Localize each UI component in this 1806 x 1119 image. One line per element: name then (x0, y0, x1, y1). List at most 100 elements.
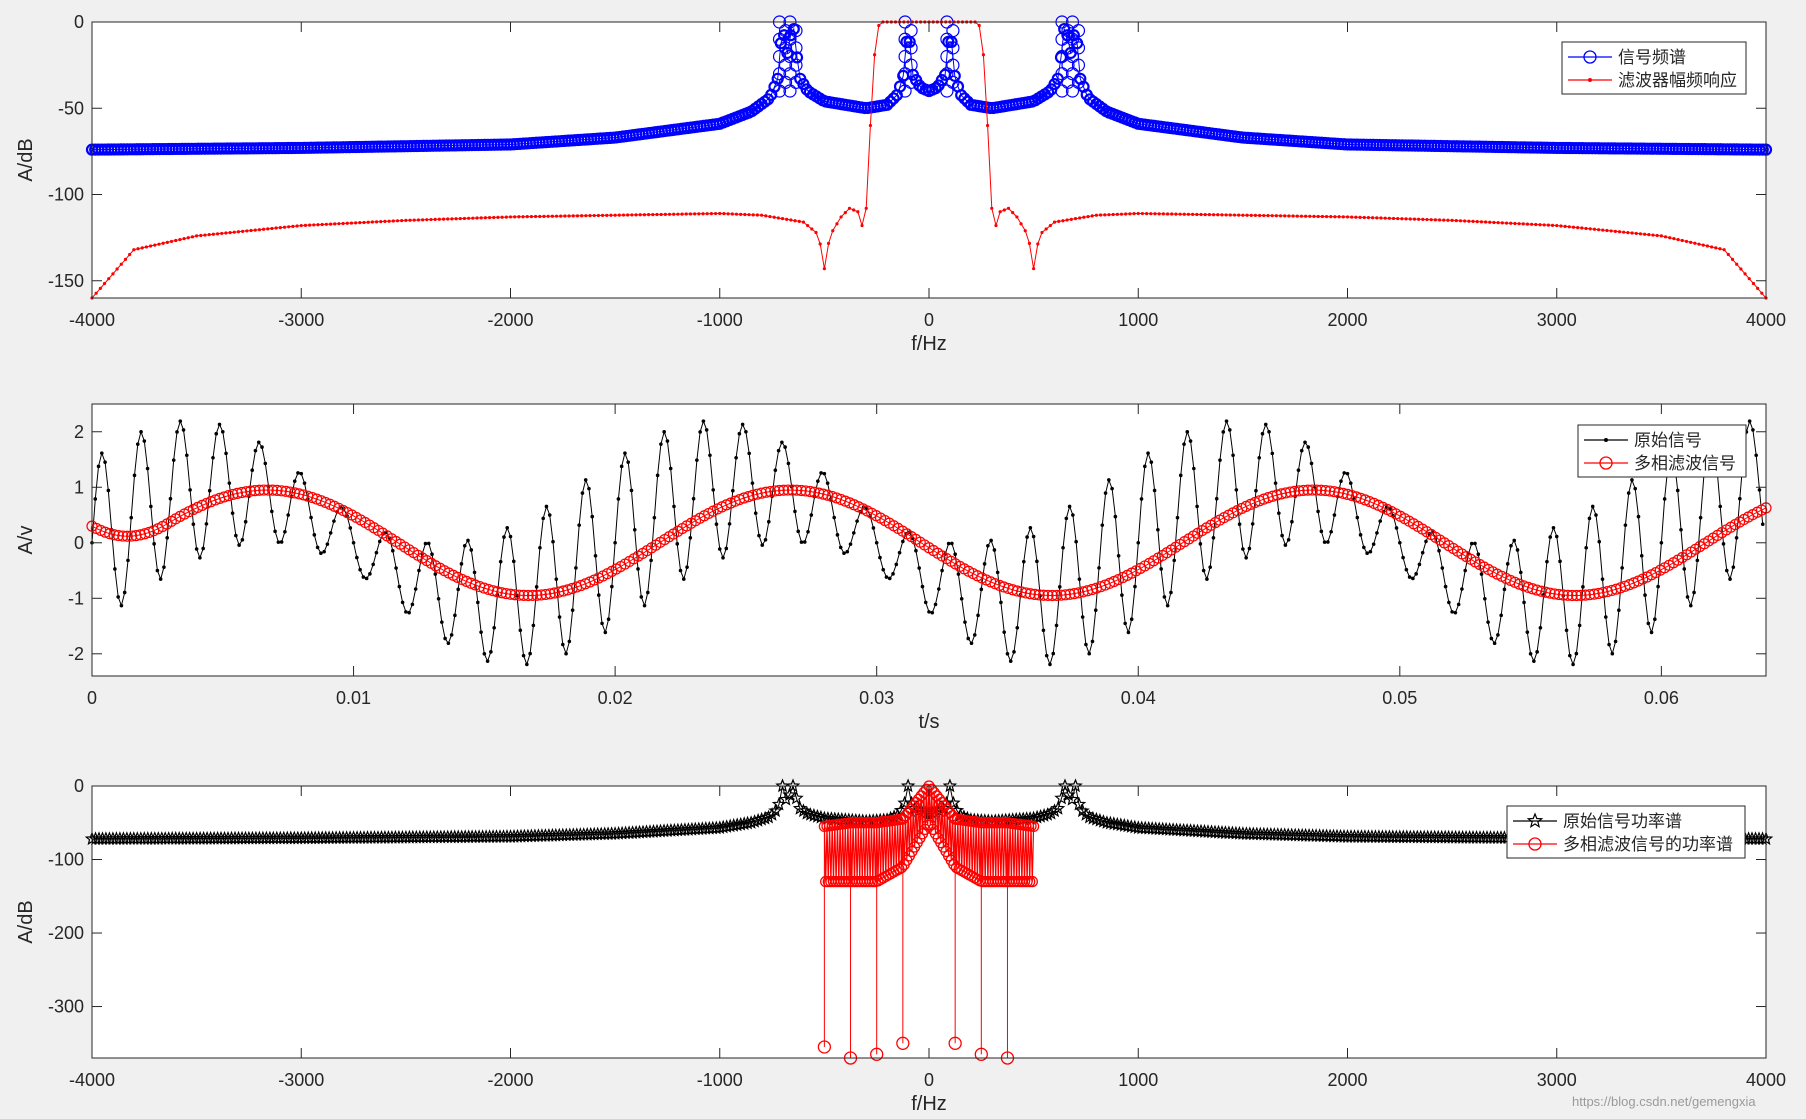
peak-point (783, 84, 797, 98)
y-tick-label: -2 (68, 644, 84, 664)
filtered-point (1024, 588, 1036, 600)
power-point (782, 787, 797, 802)
y-tick-label: 0 (74, 533, 84, 553)
spectrum-point (884, 95, 897, 108)
spectrum-point (893, 80, 907, 93)
power-line (92, 784, 1766, 840)
filtered-point (1548, 588, 1561, 600)
spectrum-point (887, 92, 900, 105)
x-tick-label: 0 (924, 310, 934, 330)
y-axis-label: A/dB (15, 900, 37, 943)
filtered-point (1540, 586, 1552, 598)
spectrum-point (958, 92, 971, 105)
filtered-point (1280, 487, 1292, 499)
spectrum-point (961, 95, 974, 108)
spectrum-point (790, 51, 804, 64)
y-tick-label: -1 (68, 588, 84, 608)
filtered-point (540, 588, 552, 601)
dip-point (974, 1047, 988, 1061)
filtered-point (236, 486, 248, 499)
x-tick-label: 2000 (1327, 310, 1367, 330)
filtered-point (1337, 487, 1349, 499)
x-tick-label: 1000 (1118, 310, 1158, 330)
filtered-line (91, 489, 1767, 597)
legend-marker (1528, 837, 1542, 851)
filtered-point (284, 486, 296, 498)
filtered-point (1535, 585, 1547, 597)
legend-entry: 多相滤波信号的功率谱 (1563, 835, 1733, 855)
x-tick-label: -1000 (697, 310, 743, 330)
x-tick-label: -2000 (487, 310, 533, 330)
filtered-point (1328, 486, 1340, 498)
y-tick-label: -150 (48, 271, 84, 291)
x-tick-label: 4000 (1746, 310, 1786, 330)
filtered-point (544, 588, 556, 600)
filtered-point (1020, 587, 1032, 599)
filtered-point (808, 486, 821, 498)
original-line (91, 419, 1764, 666)
power-point (1050, 800, 1066, 815)
legend-box (1577, 424, 1747, 478)
filtered-point (231, 487, 243, 499)
filtered-point (764, 485, 777, 498)
x-tick-label: 0.04 (1121, 688, 1156, 708)
filtered-point (1588, 588, 1600, 600)
watermark-text: https://blog.csdn.net/gemengxia (1572, 1094, 1756, 1109)
power-point (946, 795, 961, 810)
peak-point (898, 84, 912, 98)
x-tick-label: 0.02 (598, 688, 633, 708)
legend-entry: 原始信号 (1634, 431, 1702, 451)
filtered-point (548, 587, 561, 599)
power-point (785, 778, 801, 793)
y-tick-label: -50 (58, 98, 84, 118)
spectrum-panel: -4000 -3000 -2000 -1000 0 1000 2000 3000 4000 0 -5… (15, 12, 1786, 355)
peak-point (772, 84, 787, 98)
x-tick-label: -3000 (278, 310, 324, 330)
y-axis-label: A/v (15, 526, 37, 555)
filtered-point (1333, 486, 1345, 499)
y-tick-label: 0 (74, 776, 84, 796)
legend-marker (1599, 456, 1613, 470)
filtered-point (244, 485, 257, 497)
x-tick-label: 3000 (1537, 1070, 1577, 1090)
filtered-point (500, 587, 512, 600)
x-axis-label: f/Hz (911, 333, 947, 355)
filtered-point (504, 588, 517, 600)
spectrum-point (881, 98, 894, 111)
power-point (1075, 803, 1090, 818)
peak-point (940, 84, 954, 98)
spectrum-point (955, 89, 968, 102)
y-tick-label: -200 (48, 923, 84, 943)
filtered-point (108, 529, 120, 541)
x-tick-label: 2000 (1327, 1070, 1367, 1090)
filtered-point (1284, 486, 1296, 498)
filtered-point (240, 486, 252, 498)
y-tick-label: -100 (48, 850, 84, 870)
dip-point (870, 1047, 884, 1061)
filtered-point (1068, 588, 1080, 600)
legend-entry: 信号频谱 (1618, 48, 1686, 68)
x-tick-label: 0 (87, 688, 97, 708)
filtered-point (751, 488, 763, 500)
spectrum-point (929, 82, 942, 95)
x-tick-label: 4000 (1746, 1070, 1786, 1090)
x-tick-label: -4000 (69, 310, 115, 330)
x-tick-label: 3000 (1537, 310, 1577, 330)
legend-marker (1604, 438, 1608, 442)
axes-box (91, 403, 1767, 677)
filtered-point (747, 489, 759, 501)
filtered-point (289, 487, 301, 499)
x-tick-label: 0.01 (336, 688, 371, 708)
filtered-point (1029, 588, 1041, 600)
legend-entry: 多相滤波信号 (1634, 454, 1736, 474)
filtered-point (1544, 587, 1556, 599)
filtered-point (1553, 588, 1565, 601)
x-axis-label: t/s (918, 711, 939, 733)
x-tick-label: -4000 (69, 1070, 115, 1090)
filtered-point (280, 485, 292, 497)
time-domain-panel: 0 0.01 0.02 0.03 0.04 0.05 0.06 2 1 0 -1 -2 t/s A/v 原始… (15, 403, 1772, 733)
filtered-point (804, 485, 816, 498)
plot-area (92, 404, 1766, 676)
x-tick-label: 0.03 (859, 688, 894, 708)
